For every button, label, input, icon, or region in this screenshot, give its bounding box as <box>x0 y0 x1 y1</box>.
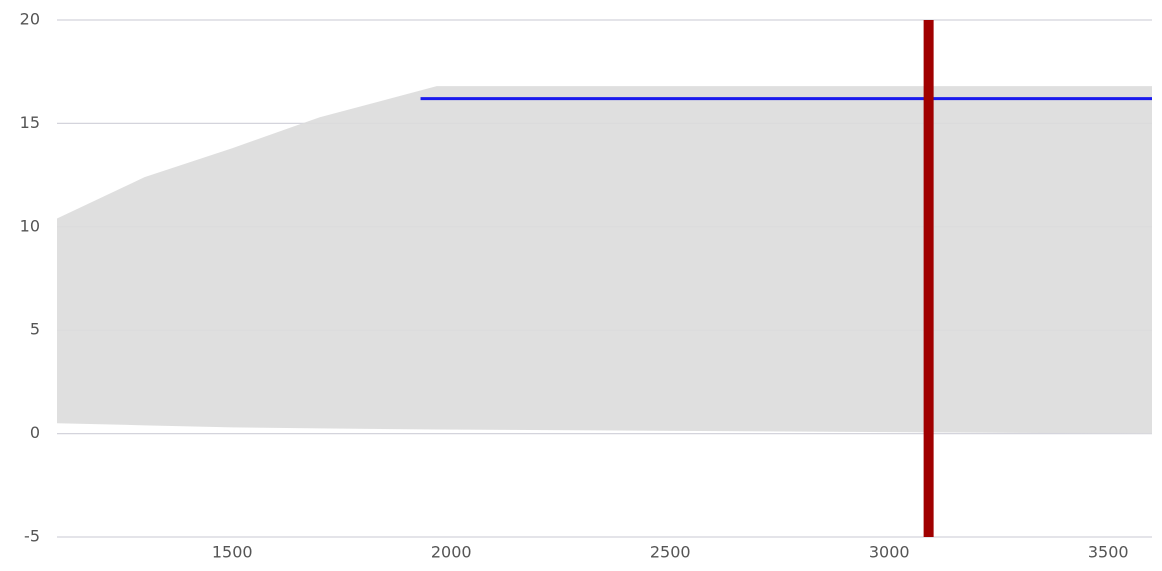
y-tick-label: 15 <box>20 113 40 132</box>
y-tick-label: 5 <box>30 320 40 339</box>
band-area <box>57 86 1152 434</box>
y-tick-label: 0 <box>30 423 40 442</box>
y-tick-label: 20 <box>20 10 40 29</box>
x-tick-label: 2500 <box>650 543 691 562</box>
x-tick-label: 1500 <box>212 543 253 562</box>
y-tick-label: 10 <box>20 216 40 235</box>
x-tick-label: 2000 <box>431 543 472 562</box>
x-tick-label: 3000 <box>869 543 910 562</box>
y-tick-label: -5 <box>24 527 40 546</box>
x-tick-label: 3500 <box>1088 543 1129 562</box>
